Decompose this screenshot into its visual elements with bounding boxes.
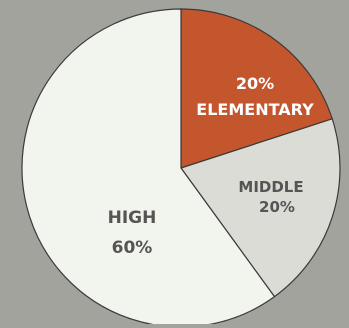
pie-label-high-percent: 60%	[112, 238, 153, 258]
pie-label-high-name: HIGH	[108, 208, 157, 228]
pie-label-middle-name: MIDDLE	[238, 178, 303, 196]
pie-slices	[21, 8, 341, 328]
pie-slice-middle	[180, 118, 341, 298]
pie-label-middle-percent: 20%	[259, 198, 295, 216]
pie-slice-elementary	[180, 8, 333, 169]
pie-labels: 20% ELEMENTARY MIDDLE 20% HIGH 60%	[108, 74, 314, 258]
pie-label-elementary-percent: 20%	[236, 74, 274, 93]
pie-label-elementary-name: ELEMENTARY	[196, 100, 314, 119]
